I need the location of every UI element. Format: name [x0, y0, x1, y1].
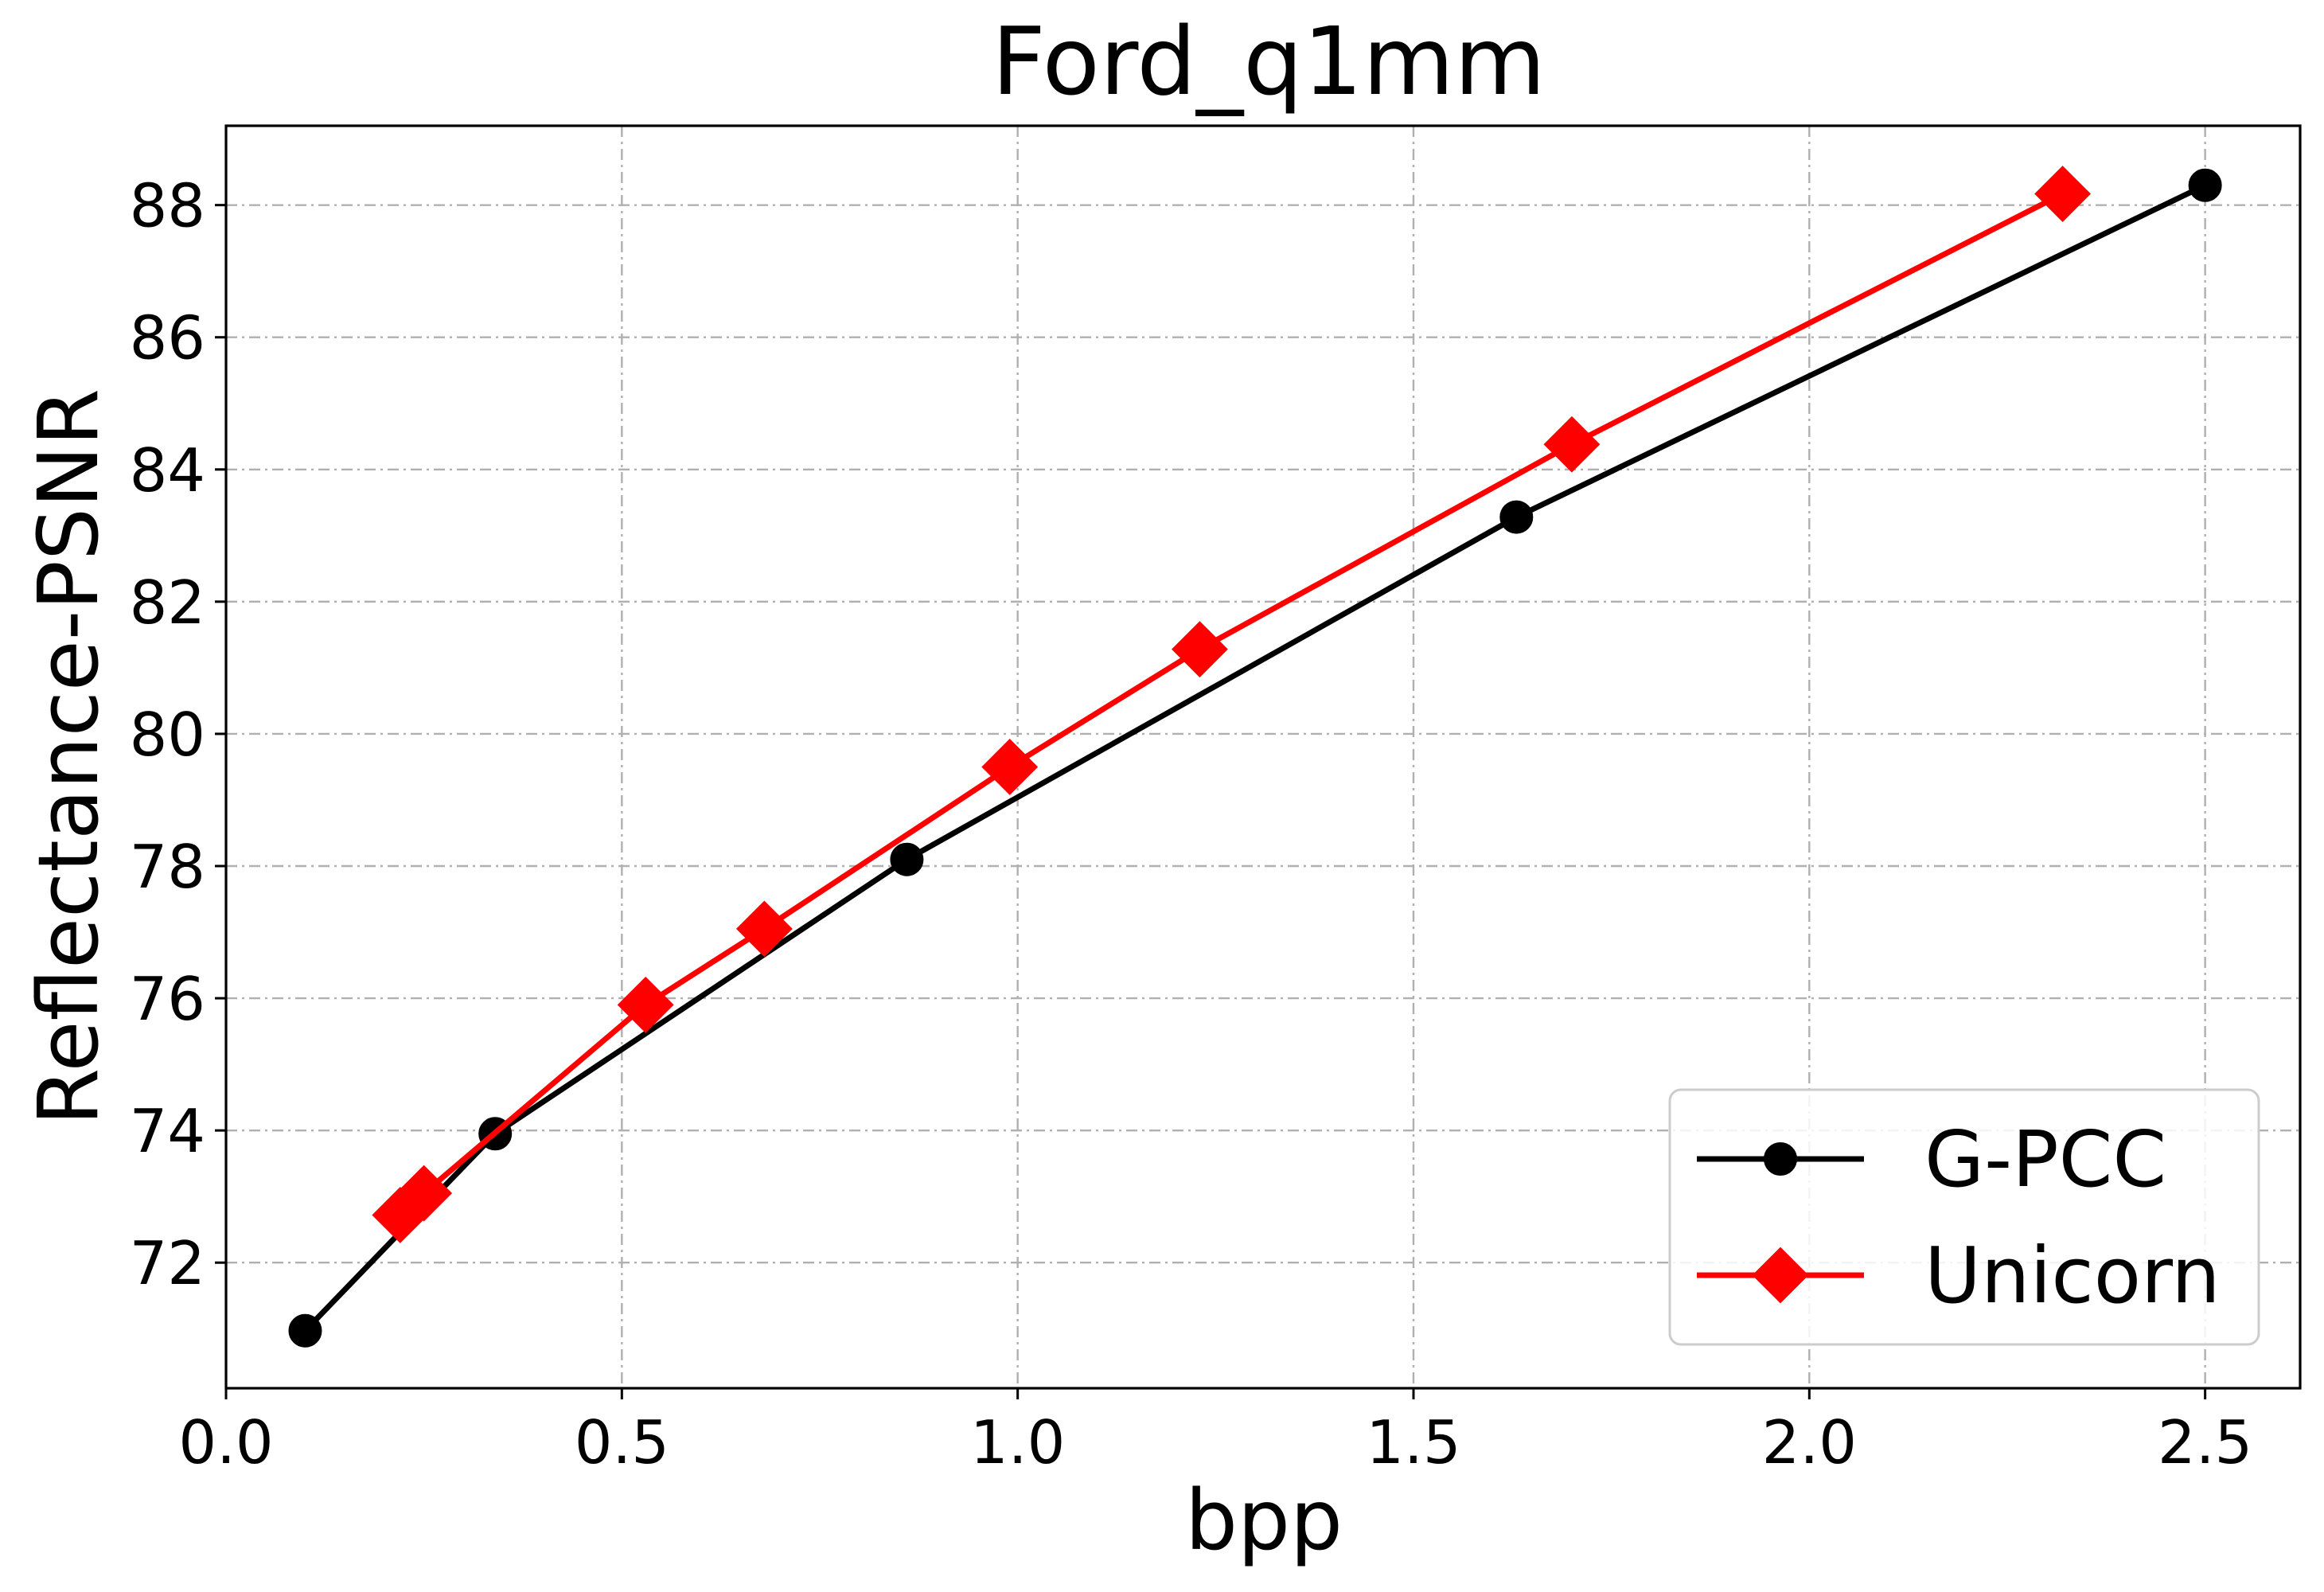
data-point-unicorn [1172, 621, 1228, 678]
y-axis: 72 74 76 78 80 82 84 86 88 [130, 171, 226, 1298]
data-point-unicorn [735, 900, 793, 958]
data-point-g-pcc [1499, 500, 1534, 534]
x-axis: 0.0 0.5 1.0 1.5 2.0 2.5 [178, 1388, 2252, 1477]
data-point-unicorn [1543, 416, 1601, 473]
legend-label-unicorn: Unicorn [1924, 1231, 2221, 1321]
y-tick-label: 84 [130, 435, 205, 505]
x-tick-label: 2.5 [2158, 1407, 2252, 1477]
legend-marker-unicorn [1752, 1247, 1809, 1304]
y-tick-label: 88 [130, 171, 205, 241]
x-tick-label: 0.0 [178, 1407, 273, 1477]
x-tick-label: 0.5 [575, 1407, 669, 1477]
x-tick-label: 2.0 [1762, 1407, 1857, 1477]
y-tick-label: 82 [130, 568, 205, 638]
legend-item-unicorn: Unicorn [1697, 1231, 2221, 1321]
x-tick-label: 1.5 [1366, 1407, 1460, 1477]
plot-frame [224, 124, 2302, 1390]
x-axis-label: bpp [1185, 1472, 1343, 1569]
legend-box [1668, 1088, 2260, 1346]
x-tick-label: 1.0 [970, 1407, 1065, 1477]
chart-title: Ford_q1mm [992, 6, 1546, 116]
series-unicorn [372, 166, 2092, 1243]
data-point-g-pcc [890, 842, 924, 876]
legend: G-PCC Unicorn [1668, 1088, 2260, 1346]
data-point-unicorn [396, 1165, 453, 1222]
y-tick-label: 86 [130, 303, 205, 373]
series-line-unicorn [397, 191, 2066, 1218]
legend-item-g-pcc: G-PCC [1697, 1114, 2166, 1204]
data-point-unicorn [617, 976, 674, 1033]
legend-label-g-pcc: G-PCC [1924, 1114, 2166, 1204]
y-axis-label: Reflectance-PSNR [20, 388, 117, 1126]
y-tick-label: 80 [130, 700, 205, 770]
y-tick-label: 76 [130, 964, 205, 1034]
data-point-unicorn [981, 739, 1039, 795]
y-tick-label: 72 [130, 1228, 205, 1298]
legend-marker-g-pcc [1764, 1142, 1797, 1176]
series-layer [288, 166, 2222, 1348]
data-point-g-pcc [2188, 168, 2222, 202]
y-tick-label: 78 [130, 832, 205, 902]
y-tick-label: 74 [130, 1096, 205, 1166]
data-point-g-pcc [288, 1313, 322, 1348]
data-point-unicorn [2034, 166, 2092, 222]
